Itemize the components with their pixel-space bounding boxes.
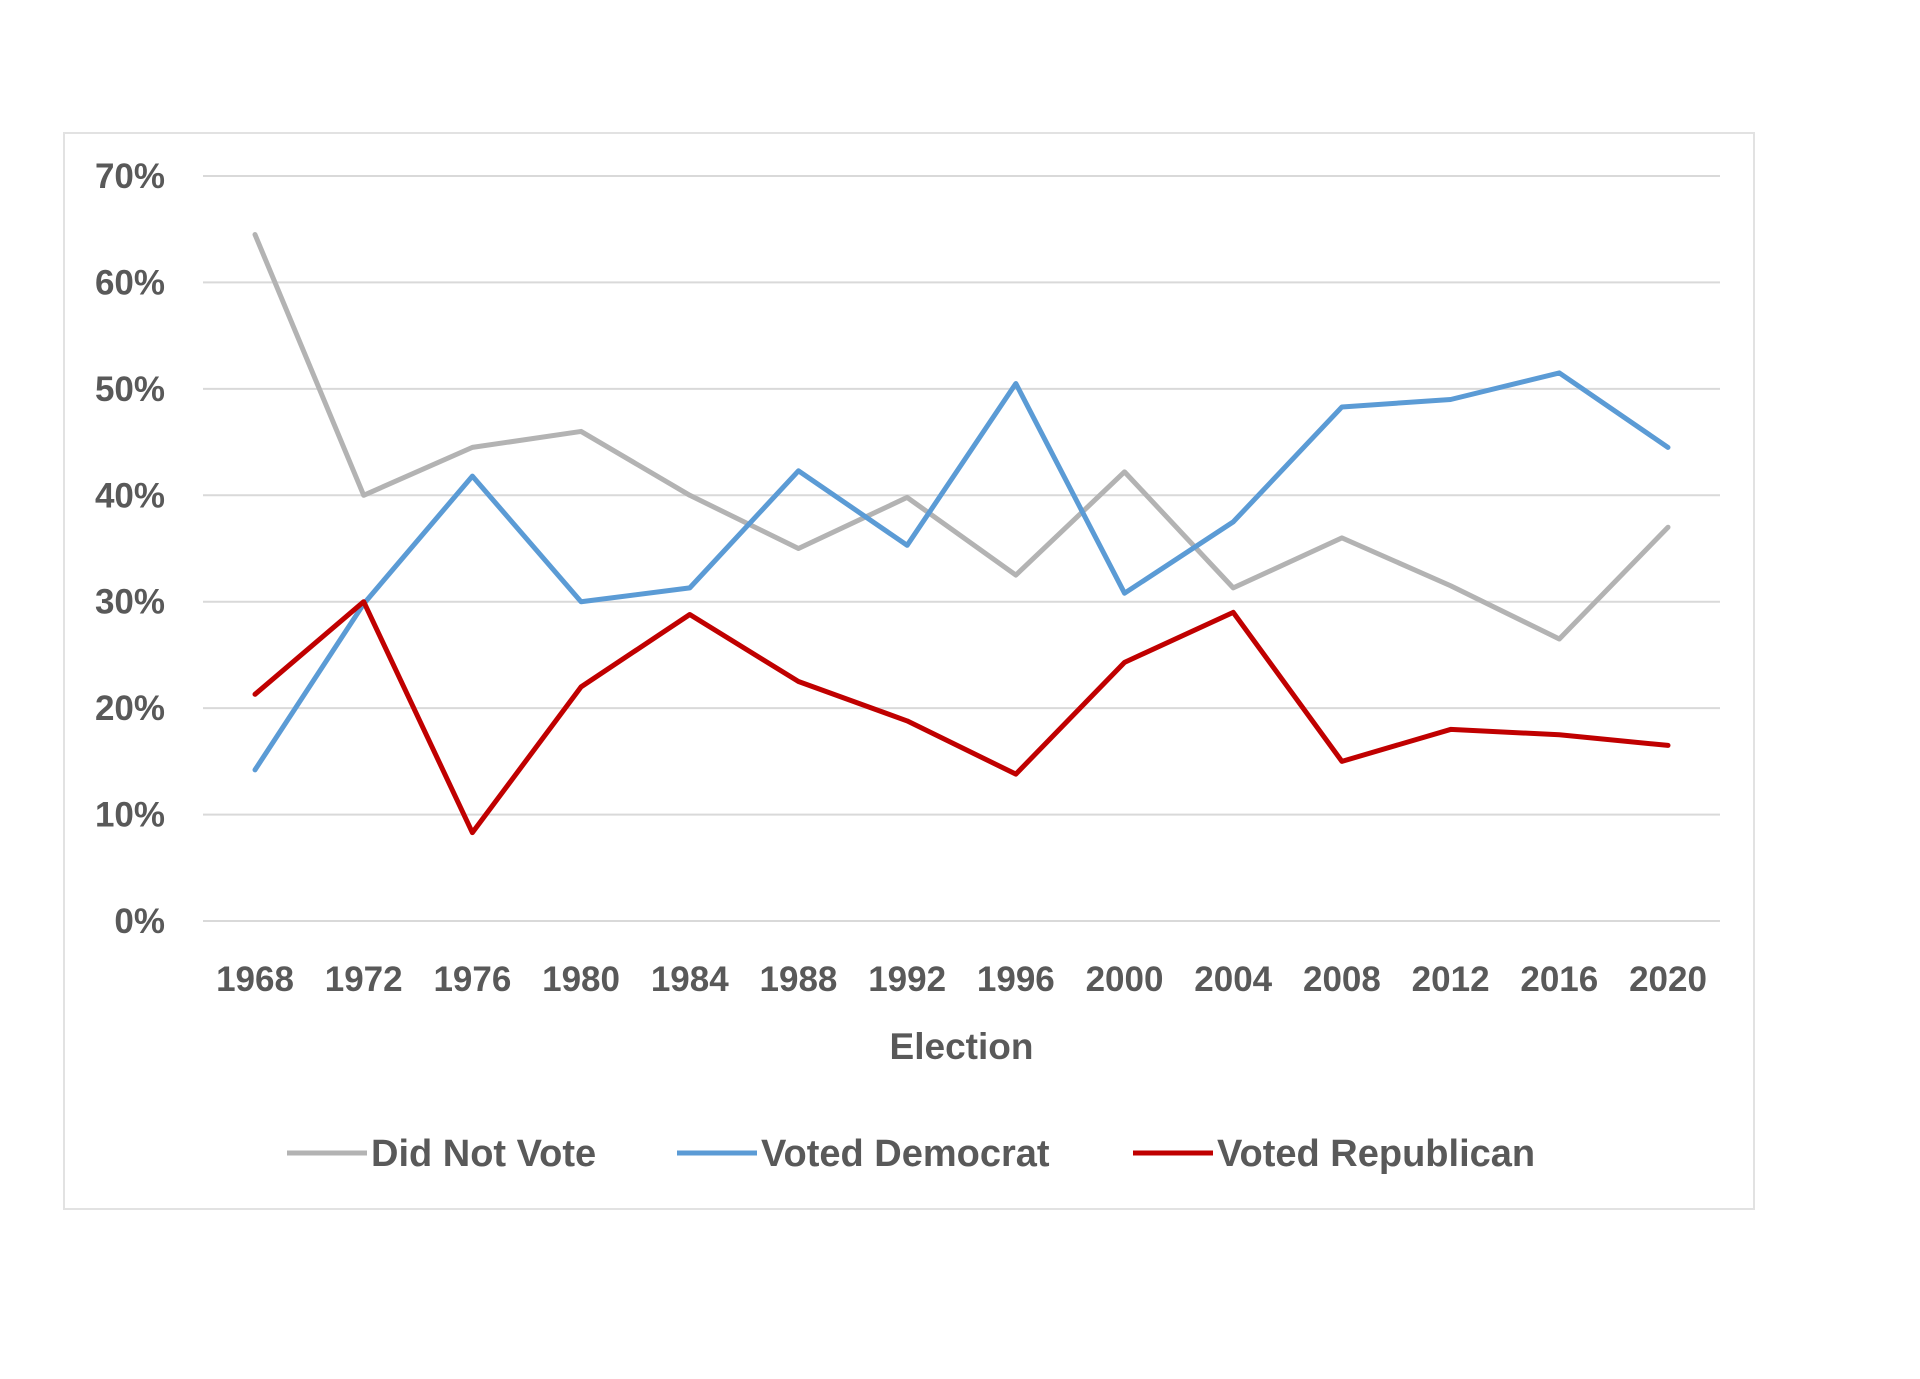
legend-item-voted-democrat: Voted Democrat <box>677 1133 1050 1175</box>
x-tick-label: 2000 <box>1086 960 1164 999</box>
legend-label: Did Not Vote <box>371 1133 596 1175</box>
y-tick-label: 20% <box>95 689 165 728</box>
legend-label: Voted Republican <box>1217 1133 1535 1175</box>
x-tick-label: 1992 <box>868 960 946 999</box>
x-axis-title: Election <box>890 1026 1034 1067</box>
x-tick-label: 1972 <box>325 960 403 999</box>
series-lines <box>252 232 1671 836</box>
y-tick-label: 10% <box>95 796 165 835</box>
x-tick-label: 1976 <box>433 960 511 999</box>
x-tick-label: 1984 <box>651 960 729 999</box>
series-line-voted-republican <box>252 599 1671 836</box>
x-tick-label: 2012 <box>1412 960 1490 999</box>
legend-label: Voted Democrat <box>761 1133 1050 1175</box>
y-tick-label: 40% <box>95 476 165 515</box>
y-tick-label: 30% <box>95 583 165 622</box>
legend-item-did-not-vote: Did Not Vote <box>287 1133 596 1175</box>
x-tick-label: 1968 <box>216 960 294 999</box>
x-axis-ticks: 1968 1972 1976 1980 1984 1988 1992 1996 2000 2004… <box>216 960 1707 999</box>
x-tick-label: 2004 <box>1194 960 1272 999</box>
y-tick-label: 70% <box>95 157 165 196</box>
series-line-did-not-vote <box>252 232 1671 642</box>
series-line-voted-democrat <box>252 370 1671 773</box>
x-tick-label: 2016 <box>1520 960 1598 999</box>
x-tick-label: 1980 <box>542 960 620 999</box>
chart-frame: 0% 10% 20% 30% 40% 50% 60% 70% 1968 1972 1976 1980… <box>63 132 1755 1210</box>
y-tick-label: 60% <box>95 263 165 302</box>
y-axis-ticks: 0% 10% 20% 30% 40% 50% 60% 70% <box>95 157 165 941</box>
legend: Did Not Vote Voted Democrat Voted Republic… <box>287 1133 1535 1175</box>
x-tick-label: 2008 <box>1303 960 1381 999</box>
x-tick-label: 1996 <box>977 960 1055 999</box>
y-tick-label: 50% <box>95 370 165 409</box>
line-chart: 0% 10% 20% 30% 40% 50% 60% 70% 1968 1972 1976 1980… <box>95 157 1720 1175</box>
x-tick-label: 2020 <box>1629 960 1707 999</box>
legend-item-voted-republican: Voted Republican <box>1133 1133 1535 1175</box>
y-tick-label: 0% <box>114 902 165 941</box>
x-tick-label: 1988 <box>760 960 838 999</box>
gridlines <box>203 175 1720 922</box>
